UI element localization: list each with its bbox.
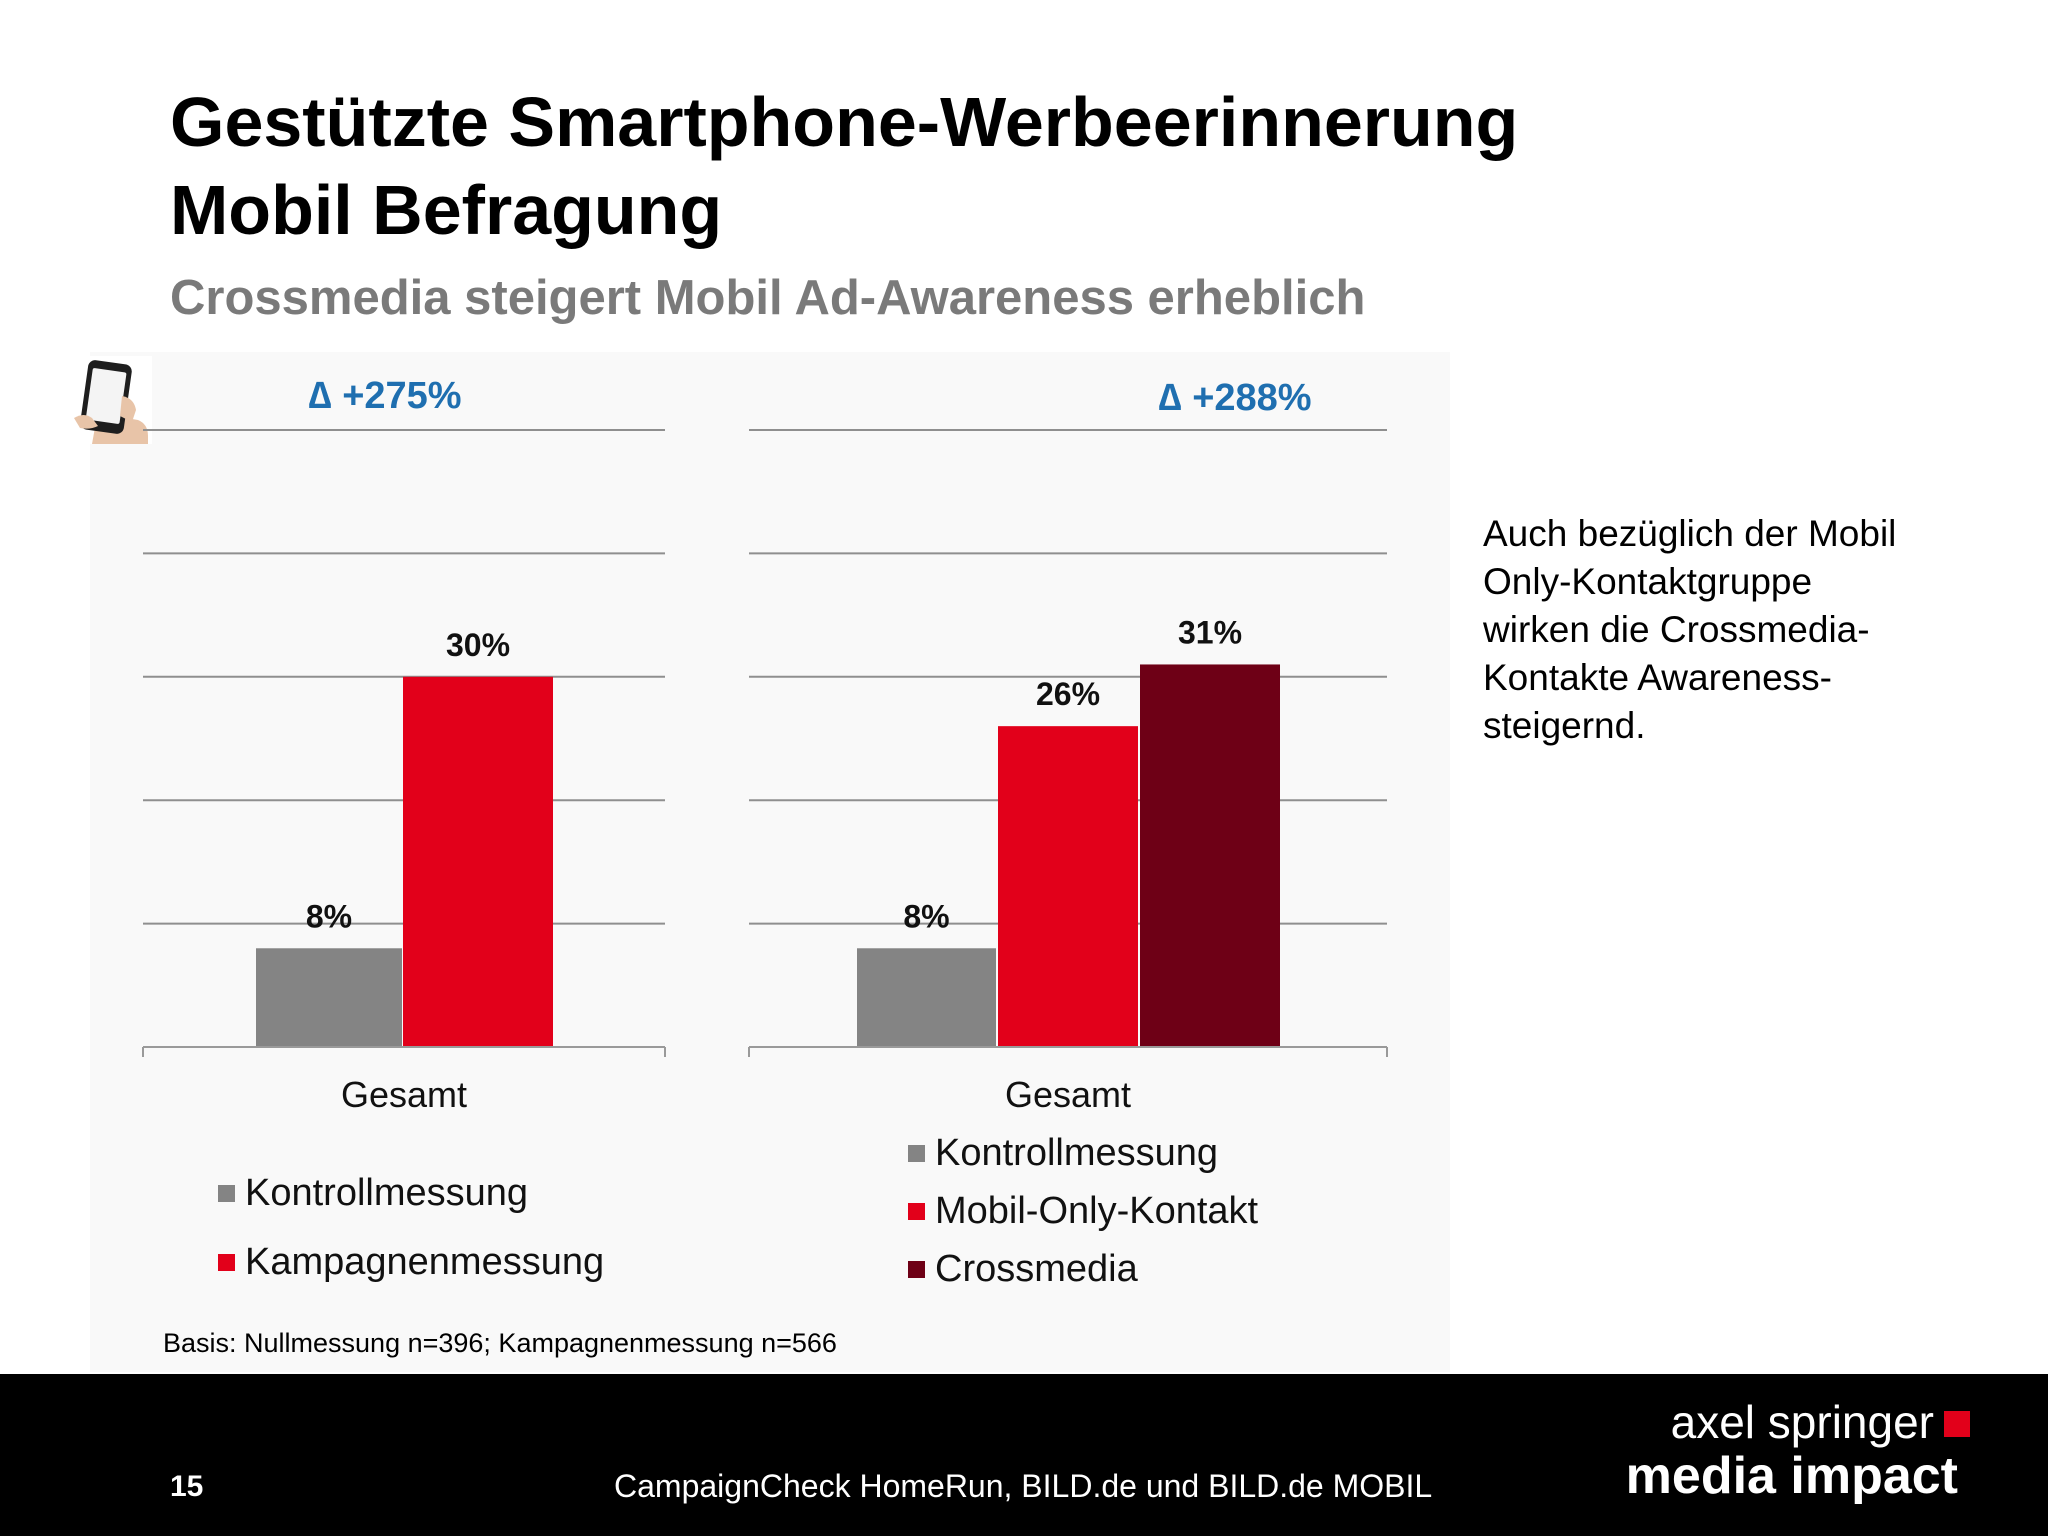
delta-annotation-left: ∆ +275% [308, 375, 461, 417]
chart-right: 8% 26% 31% Gesamt ∆ +288% [748, 377, 1388, 1115]
bar-crossmedia [1140, 664, 1280, 1047]
legend-swatch [908, 1202, 925, 1220]
category-label-right: Gesamt [1005, 1074, 1131, 1115]
brand-logo-line-1: axel springer [1671, 1396, 1970, 1448]
category-label-left: Gesamt [341, 1074, 467, 1115]
slide-title-line-2: Mobil Befragung [170, 171, 723, 249]
footer-source: CampaignCheck HomeRun, BILD.de und BILD.… [614, 1468, 1433, 1504]
legend-left: Kontrollmessung Kampagnenmessung [218, 1170, 604, 1308]
legend-swatch [218, 1184, 235, 1202]
legend-label: Kampagnenmessung [245, 1240, 605, 1283]
basis-footnote: Basis: Nullmessung n=396; Kampagnenmessu… [163, 1328, 837, 1358]
legend-item-kampagnenmessung: Kampagnenmessung [218, 1239, 604, 1285]
legend-item-kontrollmessung: Kontrollmessung [218, 1170, 604, 1216]
bar-kontrollmessung [256, 948, 402, 1047]
legend-swatch [218, 1253, 235, 1271]
charts-svg: 8% 30% Gesamt ∆ +275% 8% 26% 31% Gesamt ∆ +… [142, 375, 1388, 1115]
bar-kampagnenmessung [403, 676, 553, 1047]
legend-label: Kontrollmessung [935, 1131, 1219, 1174]
bar-kontrollmessung [857, 948, 996, 1047]
footer-bar: 15 CampaignCheck HomeRun, BILD.de und BI… [0, 1374, 2048, 1536]
legend-label: Kontrollmessung [245, 1171, 529, 1214]
legend-swatch [908, 1260, 925, 1278]
legend-item-kontrollmessung: Kontrollmessung [908, 1130, 1258, 1176]
slide-title: Gestützte Smartphone-Werbeerinnerung Mob… [170, 78, 1518, 254]
page-number: 15 [170, 1470, 204, 1503]
smartphone-in-hand-icon [62, 356, 152, 444]
slide-subtitle: Crossmedia steigert Mobil Ad-Awareness e… [170, 271, 1366, 325]
bar-mobil-only-kontakt [998, 726, 1138, 1047]
data-label: 30% [446, 627, 510, 663]
data-label: 26% [1036, 676, 1100, 712]
chart-left: 8% 30% Gesamt ∆ +275% [142, 375, 666, 1115]
legend-swatch [908, 1144, 925, 1162]
brand-logo-line-2: media impact [1625, 1447, 1958, 1505]
legend-right: Kontrollmessung Mobil-Only-Kontakt Cross… [908, 1130, 1258, 1304]
legend-label: Mobil-Only-Kontakt [935, 1189, 1259, 1232]
legend-label: Crossmedia [935, 1247, 1138, 1290]
brand-square-icon [1944, 1411, 1970, 1437]
delta-annotation-right: ∆ +288% [1158, 377, 1311, 419]
slide-title-line-1: Gestützte Smartphone-Werbeerinnerung [170, 83, 1519, 161]
legend-item-crossmedia: Crossmedia [908, 1246, 1258, 1292]
data-label: 8% [306, 898, 352, 934]
brand-name: axel springer [1670, 1396, 1934, 1448]
legend-item-mobil-only-kontakt: Mobil-Only-Kontakt [908, 1188, 1258, 1234]
data-label: 8% [903, 898, 949, 934]
data-label: 31% [1178, 614, 1242, 650]
side-note: Auch bezüglich der Mobil Only-Kontaktgru… [1483, 513, 1897, 746]
